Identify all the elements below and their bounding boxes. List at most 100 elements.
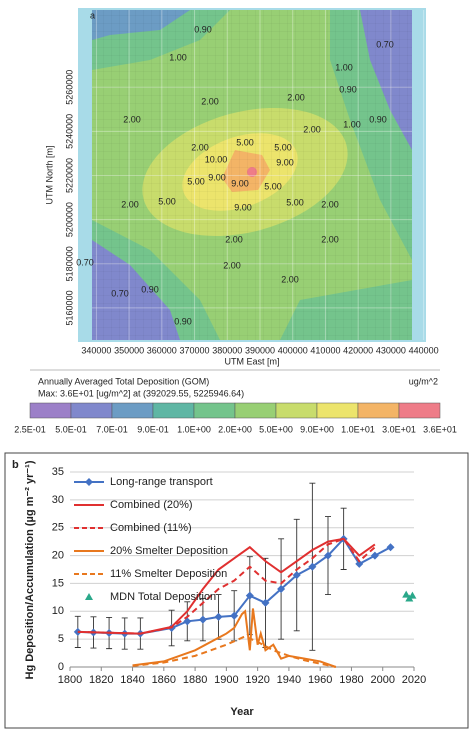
x-tick-label: 2000 — [370, 674, 394, 686]
y-tick-label: 5260000 — [64, 70, 74, 105]
legend-entry: 20% Smelter Deposition — [110, 545, 228, 557]
contour-label: 2.00 — [321, 199, 339, 209]
contour-label: 1.00 — [169, 52, 187, 62]
color-swatch — [357, 402, 400, 419]
x-tick-label: 410000 — [310, 345, 340, 355]
colorbar-tick-label: 9.0E+00 — [300, 424, 334, 434]
contour-label: 2.00 — [191, 142, 209, 152]
color-swatch — [70, 402, 113, 419]
contour-label: 2.00 — [303, 124, 321, 134]
contour-label: 9.00 — [276, 157, 294, 167]
legend-entry: Combined (20%) — [110, 499, 193, 511]
x-tick-label: 400000 — [278, 345, 308, 355]
marker — [408, 591, 417, 599]
contour-label: 9.00 — [208, 172, 226, 182]
x-tick-label: 360000 — [147, 345, 177, 355]
x-tick-label: 1980 — [339, 674, 363, 686]
contour-label: 1.00 — [335, 62, 353, 72]
x-tick-label: 1880 — [183, 674, 207, 686]
panel-a: 340000 350000 360000 370000 380000 390000 4000… — [14, 8, 457, 434]
legend-entry: MDN Total Deposition — [110, 591, 216, 603]
contour-label: 0.70 — [111, 288, 129, 298]
colorbar-tick-label: 2.5E-01 — [14, 424, 46, 434]
x-axis-label: UTM East [m] — [224, 356, 279, 366]
contour-label: 5.00 — [158, 196, 176, 206]
marker — [277, 585, 286, 593]
x-tick-label: 390000 — [245, 345, 275, 355]
colorbar-tick-label: 2.0E+00 — [218, 424, 252, 434]
marker — [402, 590, 411, 598]
colorbar-tick-label: 3.0E+01 — [382, 424, 416, 434]
y-tick-label: 5220000 — [64, 158, 74, 193]
legend-marker — [85, 478, 93, 486]
contour-label: 0.70 — [76, 257, 94, 267]
contour-label: 5.00 — [187, 176, 205, 186]
marker — [386, 543, 395, 552]
y-tick-label: 5160000 — [64, 290, 74, 325]
marker — [370, 551, 379, 560]
colorbar-tick-label: 1.0E+01 — [341, 424, 375, 434]
colorbar-tick-label: 9.0E-01 — [137, 424, 169, 434]
contour-label: 2.00 — [121, 199, 139, 209]
color-swatch — [398, 402, 441, 419]
marker — [324, 551, 332, 560]
y-tick-label: 10 — [52, 605, 64, 617]
x-tick-label: 440000 — [409, 345, 439, 355]
marker — [261, 598, 270, 607]
contour-label: 2.00 — [225, 234, 243, 244]
x-tick-label: 430000 — [376, 345, 406, 355]
panel-letter: b — [12, 459, 19, 471]
marker — [245, 591, 254, 600]
map — [92, 10, 412, 340]
x-tick-label: 2020 — [402, 674, 426, 686]
x-tick-label: 370000 — [180, 345, 210, 355]
y-tick-label: 5180000 — [64, 246, 74, 281]
series-line — [132, 608, 337, 668]
color-swatch — [193, 402, 236, 419]
colorbar-title: Annually Averaged Total Deposition (GOM) — [38, 376, 209, 386]
contour-label: 1.00 — [343, 119, 361, 129]
colorbar-tick-label: 3.6E+01 — [423, 424, 457, 434]
x-tick-label: 1900 — [214, 674, 238, 686]
contour-label: 10.00 — [205, 154, 228, 164]
x-tick-label: 1960 — [308, 674, 332, 686]
marker — [198, 615, 207, 624]
color-swatch — [234, 402, 277, 419]
colorbar-tick-label: 5.0E-01 — [55, 424, 87, 434]
y-axis-label: UTM North [m] — [44, 145, 54, 204]
color-swatch — [152, 402, 195, 419]
color-swatch — [29, 402, 72, 419]
series-line — [77, 537, 376, 635]
x-tick-label: 1860 — [152, 674, 176, 686]
contour-label: 2.00 — [321, 234, 339, 244]
contour-label: 9.00 — [231, 178, 249, 188]
contour-label: 2.00 — [201, 96, 219, 106]
panel-b-frame — [4, 452, 469, 729]
contour-label: 0.90 — [141, 284, 159, 294]
legend-marker — [85, 593, 93, 600]
y-tick-label: 5200000 — [64, 202, 74, 237]
x-tick-label: 1800 — [58, 674, 82, 686]
colorbar-tick-label: 7.0E-01 — [96, 424, 128, 434]
contour-label: 0.90 — [369, 114, 387, 124]
panel-b: 0 5 10 15 20 25 30 35 1800 1820 1840 1860 1880 1900 19… — [12, 459, 426, 718]
marker — [230, 611, 239, 620]
color-swatch — [316, 402, 359, 419]
y-tick-label: 5240000 — [64, 114, 74, 149]
contour-label: 2.00 — [287, 92, 305, 102]
fine-grid — [92, 10, 412, 340]
marker — [355, 559, 364, 568]
series-line — [132, 635, 337, 668]
x-tick-label: 380000 — [212, 345, 242, 355]
color-swatch — [111, 402, 154, 419]
x-tick-label: 420000 — [343, 345, 373, 355]
y-tick-label: 0 — [58, 661, 64, 673]
y-tick-label: 25 — [52, 522, 64, 534]
x-axis-label: Year — [230, 706, 254, 718]
y-tick-label: 20 — [52, 549, 64, 561]
colorbar-tick-label: 1.0E+00 — [177, 424, 211, 434]
y-tick-label: 30 — [52, 494, 64, 506]
legend-entry: Combined (11%) — [110, 522, 192, 534]
y-tick-label: 15 — [52, 577, 64, 589]
contour-label: 0.90 — [174, 316, 192, 326]
